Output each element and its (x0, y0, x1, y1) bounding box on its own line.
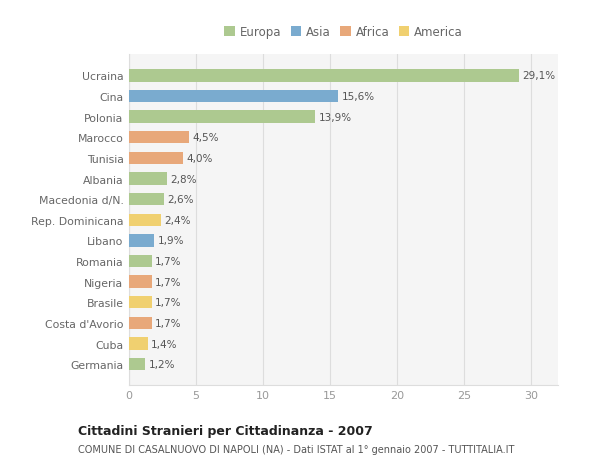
Text: Cittadini Stranieri per Cittadinanza - 2007: Cittadini Stranieri per Cittadinanza - 2… (78, 424, 373, 437)
Bar (129, 297, 152, 309)
Bar (129, 111, 316, 123)
Text: 13,9%: 13,9% (319, 112, 352, 123)
Text: 1,7%: 1,7% (155, 318, 182, 328)
Text: 1,2%: 1,2% (148, 359, 175, 369)
Text: 1,4%: 1,4% (151, 339, 178, 349)
Bar (129, 91, 338, 103)
Bar (129, 235, 154, 247)
Bar (129, 214, 161, 226)
Text: 15,6%: 15,6% (341, 92, 374, 102)
Bar (129, 338, 148, 350)
Legend: Europa, Asia, Africa, America: Europa, Asia, Africa, America (220, 21, 467, 44)
Bar (129, 358, 145, 370)
Bar (129, 132, 190, 144)
Bar (129, 317, 152, 330)
Bar (129, 276, 152, 288)
Text: 1,9%: 1,9% (158, 236, 184, 246)
Text: 1,7%: 1,7% (155, 257, 182, 267)
Text: 2,8%: 2,8% (170, 174, 196, 184)
Bar (129, 173, 167, 185)
Text: 2,4%: 2,4% (164, 215, 191, 225)
Bar (129, 255, 152, 268)
Bar (129, 70, 519, 83)
Text: 1,7%: 1,7% (155, 277, 182, 287)
Text: 4,0%: 4,0% (186, 154, 212, 163)
Bar (129, 194, 164, 206)
Text: COMUNE DI CASALNUOVO DI NAPOLI (NA) - Dati ISTAT al 1° gennaio 2007 - TUTTITALIA: COMUNE DI CASALNUOVO DI NAPOLI (NA) - Da… (78, 444, 514, 454)
Text: 4,5%: 4,5% (193, 133, 219, 143)
Bar (129, 152, 182, 165)
Text: 1,7%: 1,7% (155, 297, 182, 308)
Text: 2,6%: 2,6% (167, 195, 194, 205)
Text: 29,1%: 29,1% (523, 71, 556, 81)
